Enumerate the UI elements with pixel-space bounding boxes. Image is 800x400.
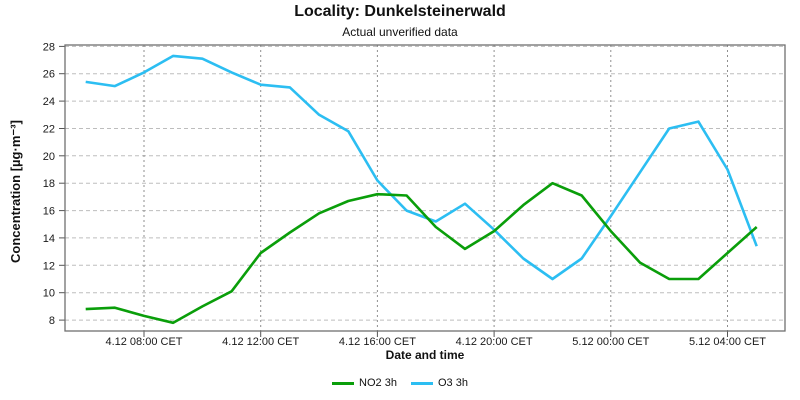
x-tick-label: 5.12 00:00 CET — [572, 336, 649, 348]
legend-item-o3: O3 3h — [410, 377, 468, 389]
x-tick-label: 4.12 16:00 CET — [339, 336, 416, 348]
legend: NO2 3h O3 3h — [0, 377, 800, 389]
legend-item-no2: NO2 3h — [332, 377, 397, 389]
y-tick-label: 8 — [49, 315, 55, 327]
y-tick-label: 16 — [43, 206, 55, 218]
y-tick-label: 18 — [43, 178, 55, 190]
y-tick-label: 10 — [43, 288, 55, 300]
y-tick-label: 20 — [43, 151, 55, 163]
x-tick-label: 4.12 08:00 CET — [105, 336, 182, 348]
x-axis-title: Date and time — [385, 348, 465, 362]
series-line-o3 — [85, 54, 758, 281]
legend-label-o3: O3 3h — [437, 377, 468, 389]
x-tick-label: 4.12 12:00 CET — [222, 336, 299, 348]
y-tick-label: 14 — [43, 233, 55, 245]
legend-swatch-no2 — [332, 381, 355, 385]
y-tick-label: 26 — [43, 69, 55, 81]
y-tick-label: 28 — [43, 41, 55, 53]
legend-swatch-o3 — [410, 381, 433, 385]
plot-frame — [64, 44, 786, 332]
legend-label-no2: NO2 3h — [359, 377, 397, 389]
y-tick-label: 24 — [43, 96, 55, 108]
y-tick-label: 12 — [43, 260, 55, 272]
series-line-no2 — [85, 181, 758, 325]
x-tick-label: 4.12 20:00 CET — [456, 336, 533, 348]
chart-title: Locality: Dunkelsteinerwald — [294, 3, 506, 20]
x-tick-label: 5.12 04:00 CET — [689, 336, 766, 348]
chart-subtitle: Actual unverified data — [342, 25, 458, 39]
y-tick-label: 22 — [43, 124, 55, 136]
